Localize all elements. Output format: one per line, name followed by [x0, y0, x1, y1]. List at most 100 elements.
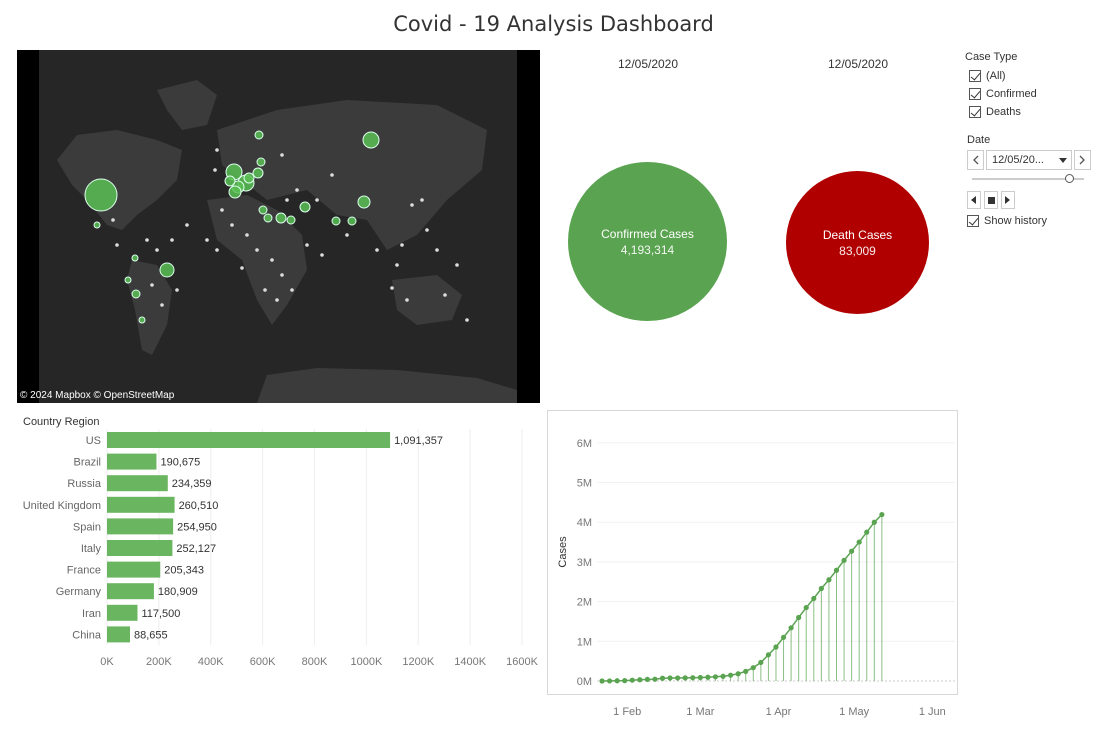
checkbox-all[interactable]	[969, 70, 981, 82]
cases-data-point[interactable]	[856, 539, 862, 545]
map-bubble[interactable]	[243, 172, 255, 184]
map-bubble[interactable]	[299, 201, 311, 213]
map-point[interactable]	[240, 266, 244, 270]
map-bubble[interactable]	[224, 175, 236, 187]
map-point[interactable]	[443, 293, 447, 297]
map-point[interactable]	[245, 233, 249, 237]
cases-data-point[interactable]	[690, 675, 696, 681]
map-bubble[interactable]	[131, 289, 141, 299]
map-bubble[interactable]	[93, 221, 101, 229]
cases-data-point[interactable]	[644, 676, 650, 683]
map-point[interactable]	[263, 288, 267, 292]
map-bubble[interactable]	[256, 157, 266, 167]
map-point[interactable]	[285, 198, 289, 202]
cases-data-point[interactable]	[675, 675, 681, 681]
map-bubble[interactable]	[258, 205, 268, 215]
map-point[interactable]	[213, 168, 217, 172]
map-point[interactable]	[280, 273, 284, 277]
map-point[interactable]	[290, 288, 294, 292]
map-point[interactable]	[320, 253, 324, 257]
map-bubble[interactable]	[228, 185, 242, 199]
case-type-option-deaths[interactable]: Deaths	[969, 103, 1037, 121]
map-point[interactable]	[160, 303, 164, 307]
cases-data-point[interactable]	[637, 677, 643, 683]
bar[interactable]	[107, 626, 130, 643]
bar[interactable]	[107, 540, 173, 556]
map-point[interactable]	[175, 288, 179, 292]
map-bubble[interactable]	[84, 178, 118, 212]
map-point[interactable]	[275, 298, 279, 302]
bar[interactable]	[107, 496, 175, 513]
date-prev-button[interactable]	[967, 150, 984, 170]
cases-data-point[interactable]	[758, 659, 764, 666]
cases-data-point[interactable]	[833, 567, 840, 573]
bar[interactable]	[107, 518, 174, 535]
map-point[interactable]	[305, 243, 309, 247]
map-point[interactable]	[255, 248, 259, 252]
map-point[interactable]	[115, 243, 119, 247]
map-bubble[interactable]	[286, 215, 296, 225]
map-point[interactable]	[420, 198, 424, 202]
cases-data-point[interactable]	[697, 674, 703, 681]
cases-data-point[interactable]	[682, 675, 688, 681]
world-map[interactable]: © 2024 Mapbox © OpenStreetMap	[17, 50, 540, 403]
map-point[interactable]	[145, 238, 149, 242]
cases-series-line[interactable]	[601, 514, 883, 682]
date-dropdown[interactable]: 12/05/20...	[986, 150, 1072, 170]
cases-data-point[interactable]	[652, 676, 658, 682]
map-point[interactable]	[375, 248, 379, 252]
map-bubble[interactable]	[357, 195, 371, 209]
map-point[interactable]	[400, 243, 404, 247]
date-slider-thumb[interactable]	[1065, 174, 1074, 183]
checkbox-show-history[interactable]	[967, 215, 979, 227]
checkbox-deaths[interactable]	[969, 106, 981, 118]
bar[interactable]	[107, 475, 168, 492]
map-point[interactable]	[395, 263, 399, 267]
cases-data-point[interactable]	[773, 644, 779, 650]
death-cases-circle[interactable]: Death Cases 83,009	[786, 171, 929, 314]
case-type-option-all[interactable]: (All)	[969, 67, 1037, 85]
checkbox-confirmed[interactable]	[969, 88, 981, 100]
cases-data-point[interactable]	[606, 678, 613, 684]
cases-data-point[interactable]	[826, 577, 832, 583]
map-point[interactable]	[220, 208, 224, 212]
map-point[interactable]	[465, 318, 469, 322]
date-next-button[interactable]	[1074, 150, 1091, 170]
map-bubble[interactable]	[275, 212, 287, 224]
map-point[interactable]	[150, 283, 154, 287]
map-point[interactable]	[330, 173, 334, 177]
cases-data-point[interactable]	[796, 614, 802, 621]
cases-data-point[interactable]	[629, 677, 635, 683]
cases-data-point[interactable]	[788, 625, 794, 631]
map-point[interactable]	[390, 286, 394, 290]
cases-data-point[interactable]	[599, 678, 605, 684]
cases-data-point[interactable]	[765, 652, 772, 658]
cases-data-point[interactable]	[614, 678, 620, 684]
map-point[interactable]	[215, 248, 219, 252]
map-point[interactable]	[425, 228, 429, 232]
cases-data-point[interactable]	[871, 519, 877, 525]
bar[interactable]	[107, 583, 154, 600]
step-back-button[interactable]	[967, 191, 981, 209]
map-bubble[interactable]	[331, 216, 341, 226]
bar[interactable]	[107, 561, 161, 578]
cases-data-point[interactable]	[743, 668, 749, 674]
map-bubble[interactable]	[347, 216, 357, 226]
map-point[interactable]	[215, 148, 219, 152]
map-bubble[interactable]	[263, 213, 273, 223]
map-point[interactable]	[455, 263, 459, 267]
cases-data-point[interactable]	[879, 511, 885, 518]
cases-data-point[interactable]	[864, 529, 870, 535]
map-point[interactable]	[315, 198, 319, 202]
bar[interactable]	[107, 604, 138, 621]
cases-data-point[interactable]	[659, 675, 666, 681]
map-point[interactable]	[111, 218, 115, 222]
map-point[interactable]	[205, 238, 209, 242]
cases-data-point[interactable]	[849, 548, 855, 554]
map-bubble[interactable]	[362, 131, 380, 149]
cases-data-point[interactable]	[811, 595, 817, 602]
show-history-toggle[interactable]: Show history	[967, 212, 1091, 230]
cases-data-point[interactable]	[667, 675, 673, 681]
cases-data-point[interactable]	[803, 604, 809, 611]
map-bubble[interactable]	[254, 130, 264, 140]
